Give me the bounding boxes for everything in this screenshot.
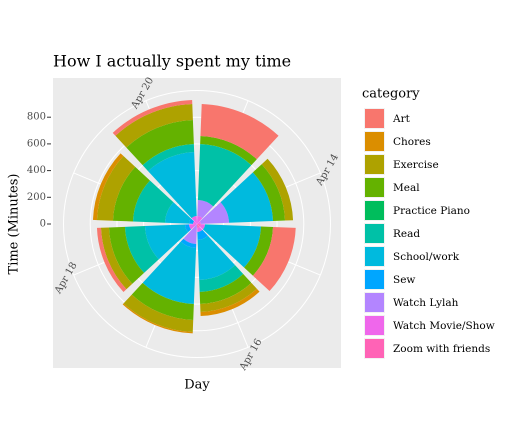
legend-swatch bbox=[365, 270, 384, 289]
bar-segment bbox=[197, 224, 202, 227]
bar-segment bbox=[252, 226, 296, 292]
bar-segment bbox=[112, 166, 150, 222]
y-axis-title: Time (Minutes) bbox=[7, 174, 22, 275]
grid-circle bbox=[169, 196, 225, 252]
bar-segment bbox=[199, 273, 252, 305]
bar-segment bbox=[148, 151, 197, 219]
legend-swatch bbox=[365, 224, 384, 243]
bar-segment bbox=[197, 229, 208, 241]
bar-segment bbox=[197, 235, 236, 281]
bar-segment bbox=[132, 180, 174, 223]
bar-segment bbox=[244, 226, 274, 276]
grid-circle-outer bbox=[63, 90, 331, 358]
bar-segment bbox=[96, 227, 127, 292]
bar-segment bbox=[164, 202, 192, 224]
bar-segment bbox=[108, 226, 145, 284]
bar-segment bbox=[126, 119, 194, 166]
chart-title: How I actually spent my time bbox=[53, 52, 291, 71]
bar-segment bbox=[180, 238, 197, 249]
bar-segment bbox=[100, 227, 133, 290]
bar-segment bbox=[142, 143, 195, 172]
bar-segment bbox=[197, 224, 200, 229]
legend-swatch bbox=[365, 201, 384, 220]
bar-segment bbox=[188, 218, 195, 224]
bar-segment bbox=[202, 224, 262, 268]
legend-swatch bbox=[365, 178, 384, 197]
bar-segment bbox=[199, 202, 230, 224]
legend-swatch bbox=[365, 339, 384, 358]
legend-label: Meal bbox=[393, 182, 420, 194]
grid-circle bbox=[143, 170, 251, 278]
legend-label: Art bbox=[392, 113, 411, 125]
legend-label: School/work bbox=[393, 251, 460, 263]
bar-segment bbox=[199, 265, 244, 293]
bar-segment bbox=[131, 282, 194, 321]
grid-circle bbox=[89, 116, 305, 332]
bar-segment bbox=[197, 143, 252, 207]
bar-segment bbox=[191, 215, 197, 224]
bar-segment bbox=[188, 224, 197, 230]
bar-segment bbox=[200, 288, 260, 317]
legend-swatch bbox=[365, 109, 384, 128]
y-tick-label: 0 bbox=[40, 219, 46, 230]
legend-label: Chores bbox=[393, 136, 431, 148]
legend-label: Watch Lylah bbox=[393, 297, 459, 309]
grid-circle bbox=[116, 143, 278, 305]
bar-segment bbox=[197, 215, 203, 224]
y-tick-label: 800 bbox=[27, 112, 46, 123]
bar-segment bbox=[112, 99, 193, 136]
legend-label: Zoom with friends bbox=[393, 343, 490, 355]
bar-segment bbox=[115, 103, 193, 148]
bar-segment bbox=[192, 221, 197, 224]
bar-segment bbox=[123, 294, 194, 333]
bar-segment bbox=[200, 282, 257, 313]
bar-segment bbox=[200, 135, 257, 166]
legend-title: category bbox=[362, 87, 420, 102]
y-tick-label: 400 bbox=[27, 165, 46, 176]
y-tick-label: 600 bbox=[27, 138, 46, 149]
bar-segment bbox=[220, 172, 274, 223]
legend-label: Sew bbox=[393, 274, 415, 286]
legend-swatch bbox=[365, 155, 384, 174]
legend-swatch bbox=[365, 293, 384, 312]
bar-segment bbox=[142, 241, 197, 305]
bar-segment bbox=[261, 158, 294, 221]
bar-segment bbox=[197, 226, 203, 233]
legend-label: Exercise bbox=[393, 159, 439, 171]
bar-segment bbox=[199, 224, 206, 230]
x-axis-title: Day bbox=[184, 378, 210, 393]
bar-segment bbox=[252, 164, 286, 222]
bar-segment bbox=[197, 199, 214, 219]
bar-segment bbox=[197, 221, 202, 224]
y-tick-label: 200 bbox=[27, 192, 46, 203]
bar-segment bbox=[96, 156, 136, 221]
legend-label: Read bbox=[393, 228, 420, 240]
legend-label: Watch Movie/Show bbox=[393, 320, 495, 332]
legend-label: Practice Piano bbox=[393, 205, 470, 217]
bar-segment bbox=[183, 224, 197, 245]
legend-swatch bbox=[365, 247, 384, 266]
legend-swatch bbox=[365, 316, 384, 335]
bar-segment bbox=[144, 224, 189, 260]
bar-segment bbox=[184, 224, 192, 233]
bar-segment bbox=[200, 103, 279, 160]
bar-segment bbox=[92, 153, 124, 221]
bar-segment bbox=[124, 226, 159, 273]
legend-swatch bbox=[365, 132, 384, 151]
